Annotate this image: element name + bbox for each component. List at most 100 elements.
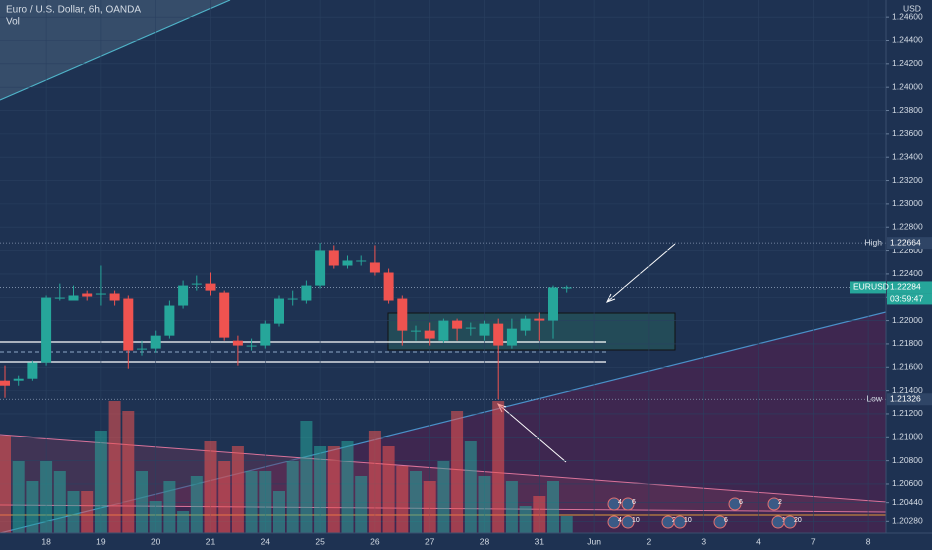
symbol-label: EURUSD (853, 282, 889, 292)
volume-bar (273, 491, 285, 533)
volume-bar (12, 461, 25, 533)
candle-body (548, 287, 558, 321)
event-badge (607, 497, 621, 511)
event-badge (607, 515, 621, 529)
candle-body (164, 305, 175, 336)
candle-body (520, 318, 531, 331)
candle-body (465, 327, 476, 329)
volume-bar (231, 446, 244, 533)
y-tick-label: 1.24000 (892, 81, 923, 91)
candle-body (383, 272, 394, 301)
event-badge-label: 6 (724, 517, 728, 524)
candle-body (0, 380, 10, 386)
candle-body (561, 287, 572, 289)
volume-bar (136, 471, 148, 533)
y-tick-label: 1.23200 (892, 175, 923, 185)
candle-body (411, 330, 421, 332)
event-badge-label: 4 (618, 517, 622, 524)
candle-body (342, 260, 353, 266)
candle-body (27, 362, 38, 379)
candle-body (68, 295, 79, 301)
candle-body (301, 285, 312, 301)
volume-bar (423, 481, 436, 533)
volume-bar (519, 506, 532, 533)
x-tick-label: Jun (587, 536, 601, 546)
event-badge-label: 10 (632, 517, 640, 524)
candle-body (438, 320, 449, 341)
x-tick-label: 19 (96, 536, 106, 546)
volume-bar (190, 476, 203, 533)
candle-body (109, 293, 120, 301)
volume-bar (355, 476, 368, 533)
volume-bar (81, 491, 94, 533)
candle-body (123, 298, 134, 351)
x-tick-label: 2 (647, 536, 652, 546)
y-tick-label: 1.20600 (892, 478, 923, 488)
chart-title: Euro / U.S. Dollar, 6h, OANDA (6, 5, 141, 16)
y-tick-label: 1.21800 (892, 338, 923, 348)
high-box (887, 237, 932, 250)
y-tick-label: 1.23800 (892, 105, 923, 115)
x-tick-label: 27 (425, 536, 435, 546)
volume-bar (67, 491, 80, 533)
candle-body (13, 378, 24, 381)
volume-bar (547, 481, 559, 533)
volume-bar (368, 431, 381, 533)
volume-bar (505, 481, 518, 533)
candle-body (315, 250, 326, 286)
volume-bar (396, 466, 409, 533)
y-tick-label: 1.22400 (892, 268, 923, 278)
volume-bar (218, 461, 231, 533)
y-tick-label: 1.24600 (892, 11, 923, 21)
candles (0, 243, 572, 400)
candle-body (232, 340, 243, 346)
volume-bar (286, 461, 299, 533)
y-tick-label: 1.20800 (892, 455, 923, 465)
candle-body (191, 283, 202, 285)
volume-bar (478, 476, 491, 533)
event-badge (673, 515, 687, 529)
price-axis (886, 0, 932, 550)
volume-bar (451, 411, 464, 533)
volume-bar (26, 481, 39, 533)
currency-label: USD (903, 3, 921, 13)
event-badge-label: 10 (684, 517, 692, 524)
volume-bar (341, 441, 354, 533)
x-tick-label: 28 (480, 536, 490, 546)
arrow-head (605, 293, 616, 303)
candle-body (260, 323, 271, 346)
y-tick-label: 1.21200 (892, 408, 923, 418)
volume-bar (437, 461, 450, 533)
y-tick-label: 1.22600 (892, 245, 923, 255)
candle-body (41, 297, 52, 363)
candle-body (95, 293, 106, 295)
volume-bar (533, 496, 546, 533)
arrow (606, 243, 676, 303)
volume-bar (0, 436, 11, 533)
volume-bar (300, 421, 313, 533)
volume-bar (108, 401, 121, 533)
candle-body (479, 323, 490, 336)
y-tick-label: 1.22000 (892, 315, 923, 325)
event-badge (621, 497, 635, 511)
y-tick-label: 1.21000 (892, 432, 923, 442)
volume-label: Vol (6, 17, 20, 28)
x-tick-label: 21 (206, 536, 216, 546)
x-tick-label: 18 (41, 536, 51, 546)
last-price-value: 1.22284 (890, 282, 921, 292)
high-label: High (865, 237, 883, 247)
y-tick-label: 1.23600 (892, 128, 923, 138)
high-value: 1.22664 (890, 237, 921, 247)
volume-bar (314, 446, 327, 533)
candle-body (137, 348, 147, 350)
y-tick-label: 1.23400 (892, 151, 923, 161)
event-badge (728, 497, 742, 511)
x-tick-label: 8 (866, 536, 871, 546)
candle-body (506, 328, 517, 346)
countdown: 03:59:47 (890, 294, 923, 304)
event-badge-label: 4 (618, 499, 622, 506)
candle-body (493, 323, 504, 346)
x-tick-label: 25 (315, 536, 325, 546)
candle-body (82, 293, 93, 297)
